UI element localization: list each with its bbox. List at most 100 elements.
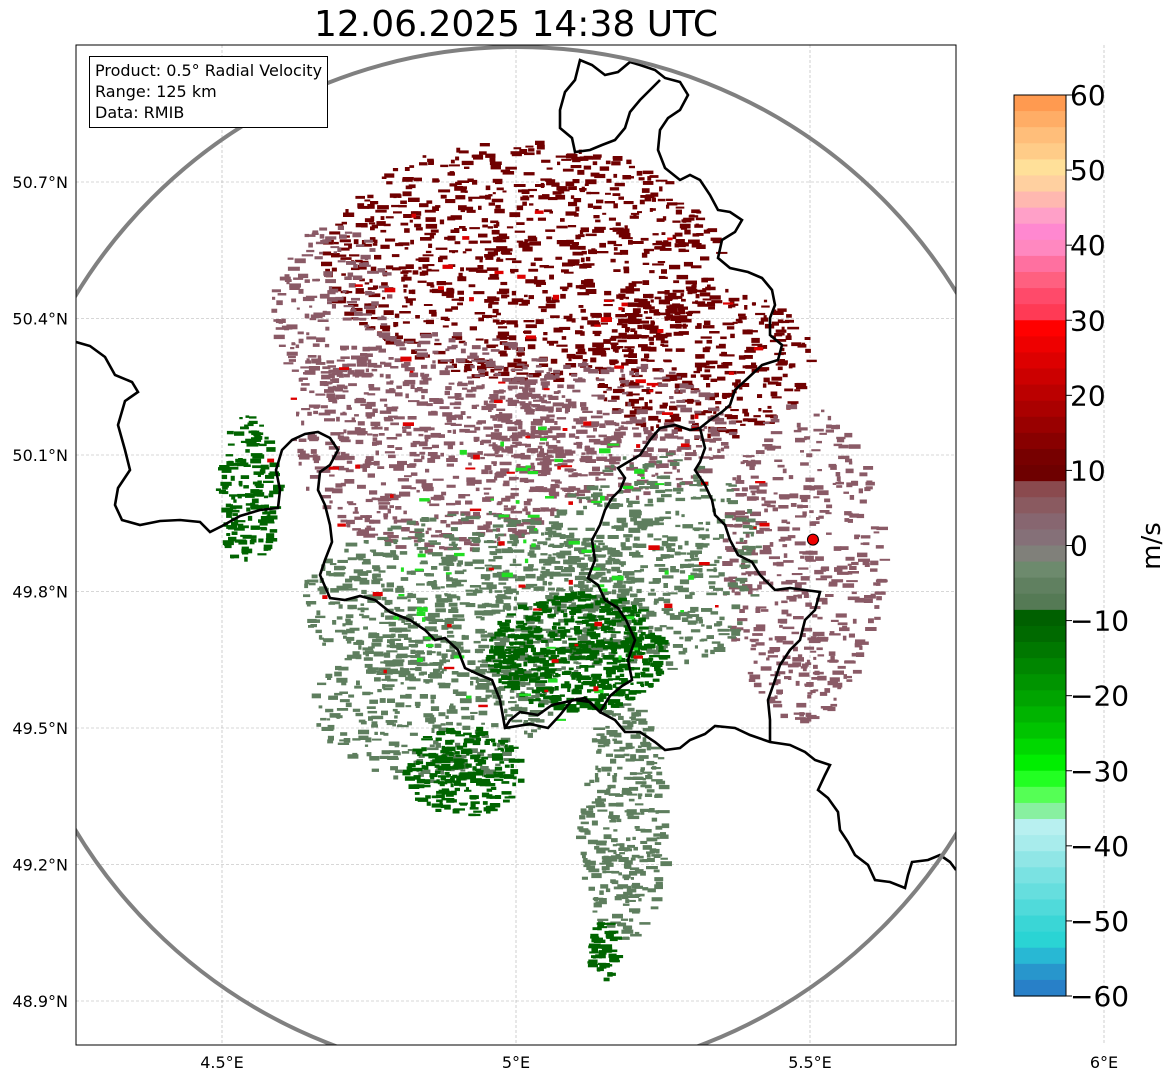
echo-cell bbox=[494, 365, 504, 370]
echo-cell bbox=[584, 830, 591, 835]
echo-cell bbox=[817, 616, 823, 620]
echo-cell bbox=[464, 430, 477, 433]
echo-cell bbox=[797, 344, 807, 348]
echo-cell bbox=[750, 532, 754, 537]
echo-cell bbox=[460, 769, 466, 772]
echo-cell bbox=[462, 251, 467, 254]
echo-cell bbox=[762, 383, 767, 388]
echo-cell bbox=[275, 319, 281, 324]
echo-cell bbox=[630, 655, 636, 659]
echo-cell bbox=[422, 155, 427, 158]
echo-cell bbox=[807, 692, 813, 695]
echo-cell bbox=[446, 415, 457, 421]
echo-cell bbox=[352, 752, 358, 756]
echo-cell bbox=[441, 520, 446, 524]
echo-cell bbox=[755, 624, 766, 628]
echo-cell bbox=[634, 803, 644, 806]
echo-cell bbox=[675, 497, 686, 502]
echo-cell bbox=[429, 744, 435, 748]
echo-cell bbox=[665, 181, 675, 185]
echo-cell bbox=[414, 543, 419, 547]
echo-cell bbox=[557, 449, 565, 454]
echo-cell bbox=[646, 649, 656, 654]
echo-cell bbox=[428, 674, 433, 678]
echo-cell bbox=[698, 568, 703, 573]
echo-cell bbox=[533, 586, 545, 591]
echo-cell bbox=[380, 325, 391, 330]
echo-cell bbox=[392, 516, 398, 520]
echo-cell bbox=[676, 483, 682, 488]
echo-cell bbox=[511, 290, 517, 296]
echo-cell bbox=[395, 343, 405, 347]
echo-cell bbox=[742, 329, 753, 335]
echo-cell bbox=[812, 631, 825, 636]
echo-cell bbox=[621, 725, 633, 730]
echo-cell bbox=[347, 604, 357, 610]
echo-cell bbox=[708, 581, 716, 585]
echo-cell bbox=[524, 383, 531, 388]
echo-cell bbox=[580, 851, 587, 856]
echo-cell bbox=[876, 526, 888, 531]
echo-cell bbox=[860, 542, 865, 545]
echo-cell bbox=[455, 156, 460, 161]
echo-cell bbox=[648, 293, 653, 299]
echo-cell bbox=[777, 464, 785, 468]
echo-cell bbox=[542, 628, 551, 631]
echo-cell bbox=[360, 721, 367, 725]
echo-cell bbox=[381, 583, 385, 588]
echo-cell bbox=[342, 390, 349, 393]
echo-cell bbox=[731, 420, 743, 423]
echo-cell bbox=[488, 376, 499, 379]
echo-cell bbox=[384, 427, 389, 431]
echo-cell bbox=[456, 563, 462, 567]
echo-cell bbox=[545, 401, 551, 404]
echo-cell bbox=[511, 347, 517, 350]
echo-cell bbox=[322, 642, 326, 646]
echo-cell bbox=[587, 203, 593, 208]
echo-cell bbox=[370, 201, 379, 205]
echo-cell bbox=[664, 290, 670, 295]
echo-cell bbox=[629, 215, 639, 219]
echo-cell bbox=[504, 345, 511, 350]
echo-cell bbox=[688, 239, 700, 244]
echo-cell bbox=[446, 649, 455, 652]
echo-cell bbox=[689, 214, 695, 217]
echo-cell bbox=[696, 366, 702, 372]
echo-cell bbox=[371, 224, 378, 229]
echo-cell bbox=[388, 357, 394, 360]
echo-cell bbox=[739, 588, 749, 592]
echo-cell bbox=[627, 315, 637, 320]
echo-cell bbox=[654, 246, 666, 250]
echo-cell bbox=[519, 149, 528, 154]
echo-cell bbox=[343, 305, 354, 308]
echo-cell bbox=[700, 495, 713, 499]
echo-cell bbox=[609, 359, 618, 364]
echo-cell bbox=[403, 637, 412, 640]
echo-cell bbox=[309, 475, 321, 479]
echo-cell bbox=[375, 209, 387, 213]
echo-cell bbox=[735, 541, 747, 544]
echo-cell bbox=[776, 561, 784, 567]
echo-cell bbox=[666, 452, 675, 456]
echo-cell bbox=[633, 513, 641, 519]
echo-cell bbox=[676, 202, 685, 205]
echo-cell bbox=[472, 532, 481, 536]
echo-cell bbox=[288, 359, 296, 362]
echo-cell bbox=[424, 430, 428, 433]
echo-cell bbox=[655, 793, 663, 798]
echo-cell bbox=[475, 256, 483, 260]
echo-cell bbox=[452, 332, 463, 336]
echo-cell bbox=[580, 227, 589, 233]
echo-cell bbox=[404, 228, 410, 233]
echo-cell bbox=[508, 707, 519, 710]
echo-cell bbox=[535, 719, 545, 723]
echo-cell bbox=[561, 158, 572, 161]
echo-cell bbox=[741, 572, 746, 576]
echo-cell bbox=[662, 535, 669, 538]
echo-cell bbox=[552, 494, 557, 499]
echo-cell bbox=[745, 365, 758, 369]
echo-cell bbox=[485, 363, 496, 368]
echo-cell bbox=[874, 616, 881, 620]
echo-cell bbox=[556, 587, 560, 592]
